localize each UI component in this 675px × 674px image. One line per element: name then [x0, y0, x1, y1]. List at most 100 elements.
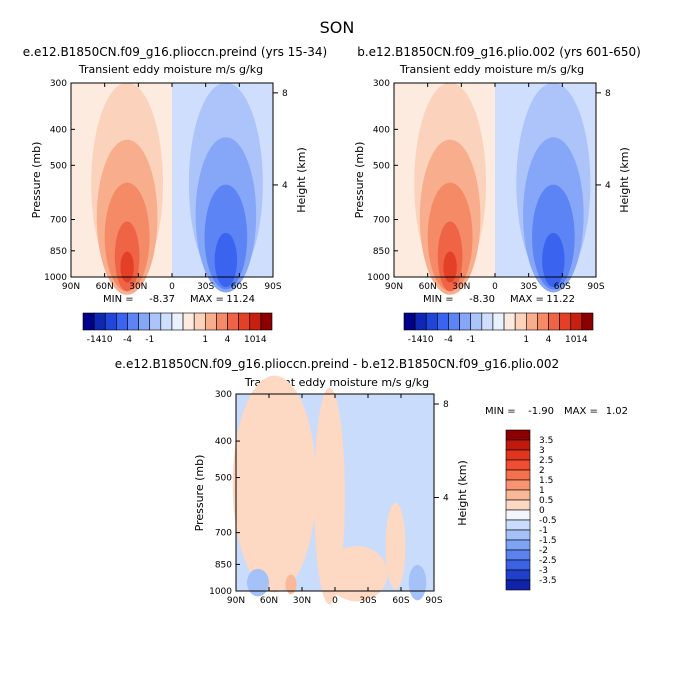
colorbar-swatch [403, 312, 416, 331]
colorbar-swatch [448, 312, 460, 331]
positive-contour [314, 387, 345, 605]
y-tick-label: 1000 [209, 587, 232, 597]
y-tick-label: 700 [373, 216, 390, 226]
colorbar-swatch [548, 312, 560, 331]
x-tick-label: 30S [197, 282, 214, 292]
max-label: MAX = [510, 294, 544, 305]
y2-axis-label: Height (km) [618, 147, 631, 213]
colorbar-label: 1 [539, 486, 545, 496]
y2-tick-label: 4 [282, 181, 288, 191]
y2-tick-label: 4 [443, 494, 449, 504]
x-tick-label: 30N [129, 282, 147, 292]
x-tick-label: 90S [264, 282, 281, 292]
colorbar-swatch [505, 439, 531, 451]
colorbar-swatch [238, 312, 251, 331]
y2-tick-label: 8 [443, 400, 449, 410]
x-tick-label: 60N [260, 596, 278, 606]
positive-contour [326, 546, 388, 602]
colorbar-swatch [193, 312, 206, 331]
colorbar-label: 14 [255, 335, 267, 345]
y-tick-label: 700 [50, 216, 67, 226]
panel-plio: b.e12.B1850CN.f09_g16.plio.002 (yrs 601-… [353, 45, 641, 345]
y-tick-label: 300 [373, 79, 390, 89]
colorbar-swatch [260, 312, 273, 331]
colorbar-label: -2.5 [539, 556, 557, 566]
colorbar-swatch [505, 579, 531, 591]
y-tick-label: 300 [215, 390, 232, 400]
colorbar-label: -2 [539, 546, 548, 556]
panel-title: e.e12.B1850CN.f09_g16.plioccn.preind (yr… [23, 45, 327, 59]
max-value: 11.22 [546, 294, 575, 305]
positive-contour [232, 375, 317, 593]
x-tick-label: 0 [492, 282, 498, 292]
colorbar-label: -1.5 [539, 536, 557, 546]
colorbar-swatch [505, 429, 531, 441]
colorbar-label: 3 [539, 446, 545, 456]
colorbar: -14-10 -4 -1 1 4 10 14 [403, 312, 594, 345]
field-contours [394, 82, 596, 295]
colorbar-swatch [182, 312, 195, 331]
colorbar-vertical: 3.532.521.510.50-0.5-1-1.5-2-2.5-3-3.5 [505, 429, 557, 591]
negative-contour [542, 232, 565, 288]
colorbar-swatch [505, 539, 531, 551]
colorbar-swatch [537, 312, 549, 331]
colorbar-swatch [227, 312, 239, 331]
colorbar-label: 2 [539, 466, 545, 476]
colorbar-label: 3.5 [539, 436, 553, 446]
axes: 90N 60N 30N 0 30S 60S 90S 300 400 500 700 850 1000 8 4 [44, 79, 288, 292]
panel-subtitle: Transient eddy moisture m/s g/kg [78, 63, 263, 76]
colorbar-swatch [425, 312, 438, 331]
colorbar-swatch [505, 499, 531, 511]
panel-preind: e.e12.B1850CN.f09_g16.plioccn.preind (yr… [23, 45, 327, 345]
y2-tick-label: 8 [282, 89, 288, 99]
y2-axis-label: Height (km) [456, 460, 469, 526]
colorbar-label: -1 [539, 526, 548, 536]
y-tick-label: 500 [50, 161, 67, 171]
min-value: -8.30 [469, 294, 495, 305]
positive-contour [443, 251, 457, 283]
x-tick-label: 60S [392, 596, 409, 606]
colorbar-swatch [514, 312, 527, 331]
colorbar-label: 1 [523, 335, 529, 345]
colorbar-label: 2.5 [539, 456, 553, 466]
y-tick-label: 850 [373, 247, 390, 257]
colorbar-label: -1 [466, 335, 475, 345]
colorbar-label: 0 [539, 506, 545, 516]
y-axis-label: Pressure (mb) [193, 455, 206, 532]
colorbar-label: -4 [444, 335, 453, 345]
x-tick-label: 90N [385, 282, 403, 292]
x-tick-label: 30S [520, 282, 537, 292]
colorbar-swatch [470, 312, 483, 331]
negative-contour [247, 568, 269, 597]
colorbar-swatch [505, 529, 531, 541]
panel-title: b.e12.B1850CN.f09_g16.plio.002 (yrs 601-… [357, 45, 641, 59]
colorbar-label: 1.5 [539, 476, 553, 486]
colorbar-label: -3 [539, 566, 548, 576]
y2-tick-label: 4 [605, 181, 611, 191]
field-contours [232, 375, 434, 605]
colorbar-label: 10 [565, 335, 577, 345]
colorbar-swatch [503, 312, 516, 331]
colorbar-swatch [127, 312, 139, 331]
colorbar-swatch [525, 312, 538, 331]
negative-contour [408, 564, 427, 601]
colorbar-label: -14 [87, 335, 102, 345]
colorbar-swatch [581, 312, 594, 331]
colorbar-swatch [104, 312, 117, 331]
positive-contour [120, 251, 134, 283]
y-tick-label: 400 [50, 125, 67, 135]
colorbar-label: -10 [98, 335, 113, 345]
x-tick-label: 0 [332, 596, 338, 606]
y-axis-label: Pressure (mb) [30, 142, 43, 219]
colorbar-label: -1 [145, 335, 154, 345]
x-tick-label: 30N [293, 596, 311, 606]
colorbar-swatch [570, 312, 583, 331]
min-value: -1.90 [528, 406, 554, 417]
colorbar-swatch [505, 469, 531, 481]
y2-axis-label: Height (km) [295, 147, 308, 213]
x-tick-label: 90N [62, 282, 80, 292]
x-tick-label: 90S [425, 596, 442, 606]
colorbar-label: 4 [225, 335, 231, 345]
axes: 90N 60N 30N 0 30S 60S 90S 300 400 500 700 850 1000 8 4 [209, 390, 449, 606]
